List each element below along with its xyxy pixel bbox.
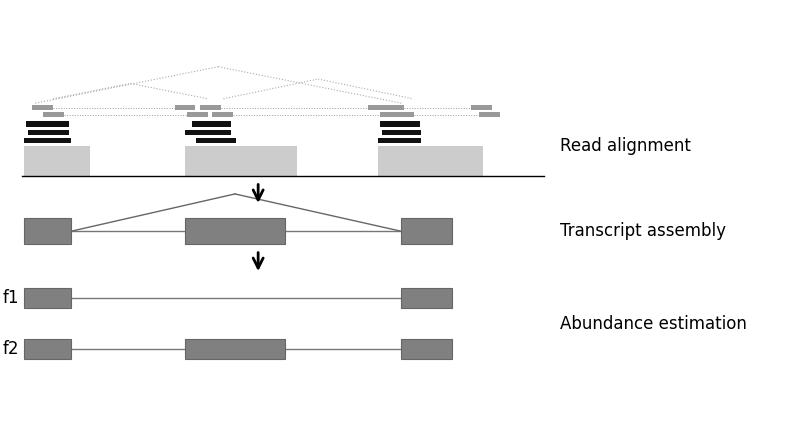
Bar xyxy=(25,339,71,359)
Text: f1: f1 xyxy=(2,289,19,307)
Bar xyxy=(401,218,452,244)
Bar xyxy=(378,146,483,176)
Bar xyxy=(212,113,233,117)
Bar xyxy=(33,105,53,110)
Bar xyxy=(25,218,71,244)
Text: Transcript assembly: Transcript assembly xyxy=(560,222,726,240)
Bar xyxy=(401,339,452,359)
Bar xyxy=(384,105,404,110)
Bar xyxy=(380,121,420,127)
Bar xyxy=(25,146,91,176)
Bar xyxy=(185,218,285,244)
Bar xyxy=(187,113,208,117)
Text: Abundance estimation: Abundance estimation xyxy=(560,315,747,332)
Text: Read alignment: Read alignment xyxy=(560,137,691,154)
Bar xyxy=(382,129,421,135)
Bar xyxy=(471,105,491,110)
Bar xyxy=(185,129,231,135)
Bar xyxy=(29,129,68,135)
Bar xyxy=(43,113,64,117)
Bar xyxy=(394,113,414,117)
Bar xyxy=(185,146,297,176)
Bar xyxy=(26,121,68,127)
Bar xyxy=(196,138,237,143)
Bar xyxy=(378,138,421,143)
Bar xyxy=(192,121,231,127)
Bar xyxy=(25,288,71,308)
Bar xyxy=(185,339,285,359)
Bar xyxy=(380,113,401,117)
Bar xyxy=(175,105,195,110)
Bar xyxy=(479,113,499,117)
Bar xyxy=(401,288,452,308)
Bar xyxy=(200,105,221,110)
Text: f2: f2 xyxy=(2,340,19,358)
Bar xyxy=(25,138,71,143)
Bar xyxy=(368,105,389,110)
